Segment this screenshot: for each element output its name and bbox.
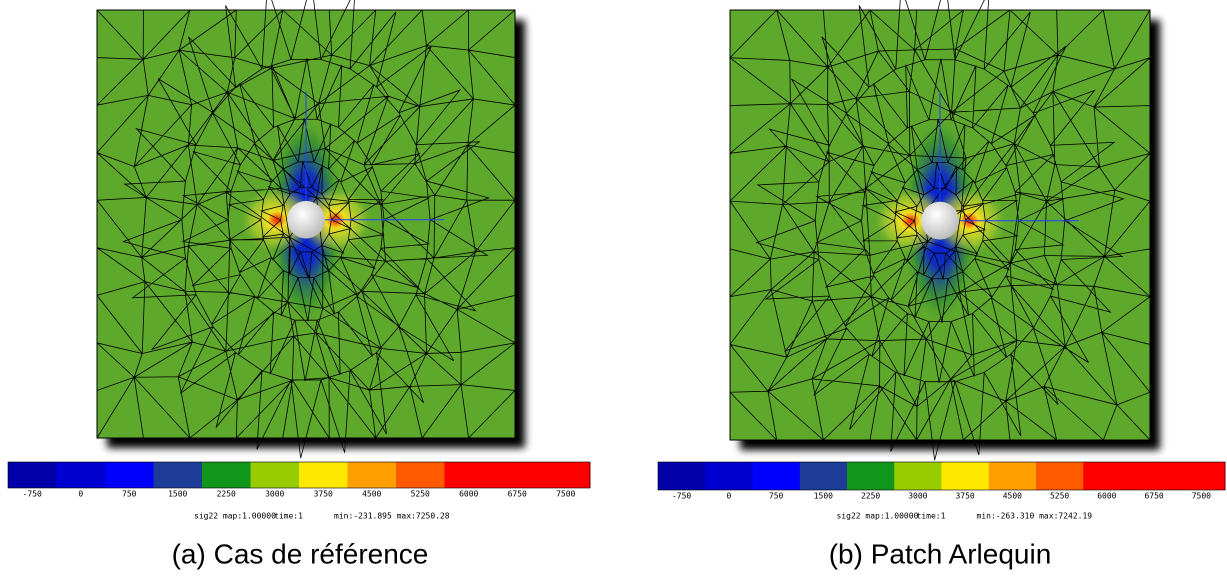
colorbar-segment xyxy=(988,462,1037,490)
colorbar-tick-label: 7500 xyxy=(1192,492,1211,501)
colorbar-tick-label: 3750 xyxy=(314,490,333,499)
colorbar-segment xyxy=(105,462,154,488)
colorbar-segment xyxy=(658,462,706,490)
time-label: time:1 xyxy=(274,512,303,521)
colorbar-tick-label: 4500 xyxy=(1003,492,1022,501)
colorbar-tick-label: 1500 xyxy=(168,490,187,499)
range-label: min:-263.310 max:7242.19 xyxy=(977,512,1093,521)
colorbar-tick-label: 0 xyxy=(726,492,731,501)
colorbar-segment xyxy=(299,462,348,488)
stress-yellow xyxy=(239,185,315,254)
colorbar-tick-label: 6000 xyxy=(1097,492,1116,501)
hole xyxy=(921,201,959,240)
colorbar-segment xyxy=(847,462,895,490)
colorbar-segment xyxy=(493,462,542,488)
colorbar-tick-label: 6750 xyxy=(1144,492,1163,501)
colorbar-segment xyxy=(941,462,990,490)
colorbar-border xyxy=(7,461,591,489)
colorbar-tick-label: 750 xyxy=(122,490,137,499)
colorbar-segment xyxy=(1036,462,1084,490)
colorbar-tick-label: 3000 xyxy=(908,492,927,501)
colorbar-segment xyxy=(752,462,801,490)
colorbar-tick-label: -750 xyxy=(23,490,42,499)
colorbar-segment xyxy=(202,462,251,488)
mesh-panel xyxy=(729,0,1160,461)
colorbar-segment xyxy=(541,462,591,488)
colorbar-segment xyxy=(1130,462,1179,490)
colorbar-tick-label: 3750 xyxy=(955,492,974,501)
colorbar-segment xyxy=(250,462,300,488)
colorbar-tick-label: 1500 xyxy=(814,492,833,501)
mesh-border xyxy=(96,9,516,439)
colorbar-tick-label: 6000 xyxy=(459,490,478,499)
colorbar-segment xyxy=(799,462,848,490)
colorbar-tick-label: 5250 xyxy=(1050,492,1069,501)
mesh-panel xyxy=(96,0,525,459)
colorbar-segment xyxy=(1177,462,1226,490)
mesh-edges xyxy=(96,0,516,459)
range-label: min:-231.895 max:7250.28 xyxy=(334,512,450,521)
caption: (b) Patch Arlequin xyxy=(829,538,1052,569)
colorbar-tick-label: 7500 xyxy=(556,490,575,499)
colorbar-segment xyxy=(56,462,106,488)
colorbar-border xyxy=(657,461,1226,491)
colorbar-tick-label: 6750 xyxy=(508,490,527,499)
field-label: sig22 map:1.00000 xyxy=(837,512,919,521)
colorbar-segment xyxy=(153,462,203,488)
colorbar-segment xyxy=(894,462,942,490)
colorbar-segment xyxy=(705,462,753,490)
colorbar-tick-label: 4500 xyxy=(362,490,381,499)
colorbar-segment xyxy=(396,462,445,488)
stress-yellow xyxy=(872,186,949,256)
axes-arrows xyxy=(939,91,1079,222)
colorbar-segment xyxy=(8,462,57,488)
mesh-border xyxy=(729,9,1151,441)
field-label: sig22 map:1.00000 xyxy=(194,512,276,521)
colorbar-tick-label: 2250 xyxy=(861,492,880,501)
colorbar-tick-label: -750 xyxy=(672,492,691,501)
mesh-edges xyxy=(729,0,1151,461)
time-label: time:1 xyxy=(917,512,946,521)
colorbar-tick-label: 750 xyxy=(769,492,784,501)
colorbar-tick-label: 0 xyxy=(78,490,83,499)
colorbar-segment xyxy=(444,462,494,488)
axes-arrows xyxy=(305,91,444,221)
caption: (a) Cas de référence xyxy=(172,538,429,569)
colorbar-segment xyxy=(347,462,397,488)
colorbar-tick-label: 2250 xyxy=(217,490,236,499)
colorbar-tick-label: 5250 xyxy=(411,490,430,499)
colorbar-tick-label: 3000 xyxy=(265,490,284,499)
hole xyxy=(287,200,325,239)
colorbar-segment xyxy=(1083,462,1131,490)
